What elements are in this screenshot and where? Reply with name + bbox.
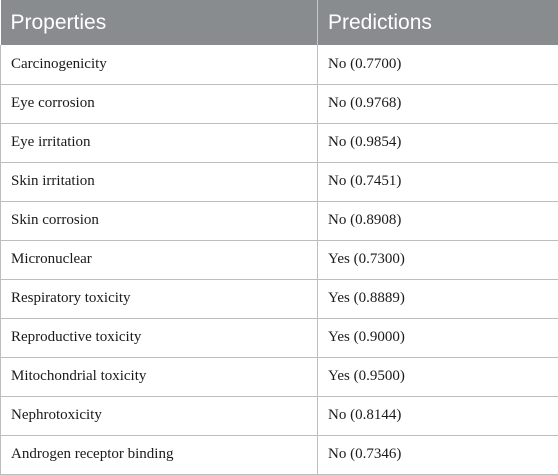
property-cell: Nephrotoxicity bbox=[1, 396, 318, 435]
table-header-row: Properties Predictions bbox=[1, 0, 558, 45]
property-cell: Eye irritation bbox=[1, 123, 318, 162]
header-predictions: Predictions bbox=[318, 0, 558, 45]
table-row: Skin irritation No (0.7451) bbox=[1, 162, 558, 201]
property-cell: Eye corrosion bbox=[1, 84, 318, 123]
prediction-cell: No (0.8144) bbox=[318, 396, 558, 435]
property-cell: Carcinogenicity bbox=[1, 45, 318, 84]
prediction-cell: No (0.9854) bbox=[318, 123, 558, 162]
prediction-cell: Yes (0.7300) bbox=[318, 240, 558, 279]
prediction-cell: No (0.7700) bbox=[318, 45, 558, 84]
property-cell: Respiratory toxicity bbox=[1, 279, 318, 318]
table-row: Respiratory toxicity Yes (0.8889) bbox=[1, 279, 558, 318]
table-row: Reproductive toxicity Yes (0.9000) bbox=[1, 318, 558, 357]
table-row: Nephrotoxicity No (0.8144) bbox=[1, 396, 558, 435]
table-row: Micronuclear Yes (0.7300) bbox=[1, 240, 558, 279]
prediction-cell: No (0.8908) bbox=[318, 201, 558, 240]
table-row: Mitochondrial toxicity Yes (0.9500) bbox=[1, 357, 558, 396]
prediction-cell: No (0.7451) bbox=[318, 162, 558, 201]
property-cell: Mitochondrial toxicity bbox=[1, 357, 318, 396]
prediction-cell: No (0.7346) bbox=[318, 435, 558, 474]
property-cell: Skin corrosion bbox=[1, 201, 318, 240]
table-row: Androgen receptor binding No (0.7346) bbox=[1, 435, 558, 474]
table-row: Carcinogenicity No (0.7700) bbox=[1, 45, 558, 84]
prediction-cell: Yes (0.8889) bbox=[318, 279, 558, 318]
table-row: Skin corrosion No (0.8908) bbox=[1, 201, 558, 240]
table-row: Eye irritation No (0.9854) bbox=[1, 123, 558, 162]
property-cell: Reproductive toxicity bbox=[1, 318, 318, 357]
prediction-cell: Yes (0.9000) bbox=[318, 318, 558, 357]
table-row: Eye corrosion No (0.9768) bbox=[1, 84, 558, 123]
property-cell: Micronuclear bbox=[1, 240, 318, 279]
property-cell: Skin irritation bbox=[1, 162, 318, 201]
property-cell: Androgen receptor binding bbox=[1, 435, 318, 474]
prediction-cell: No (0.9768) bbox=[318, 84, 558, 123]
prediction-cell: Yes (0.9500) bbox=[318, 357, 558, 396]
header-properties: Properties bbox=[1, 0, 318, 45]
